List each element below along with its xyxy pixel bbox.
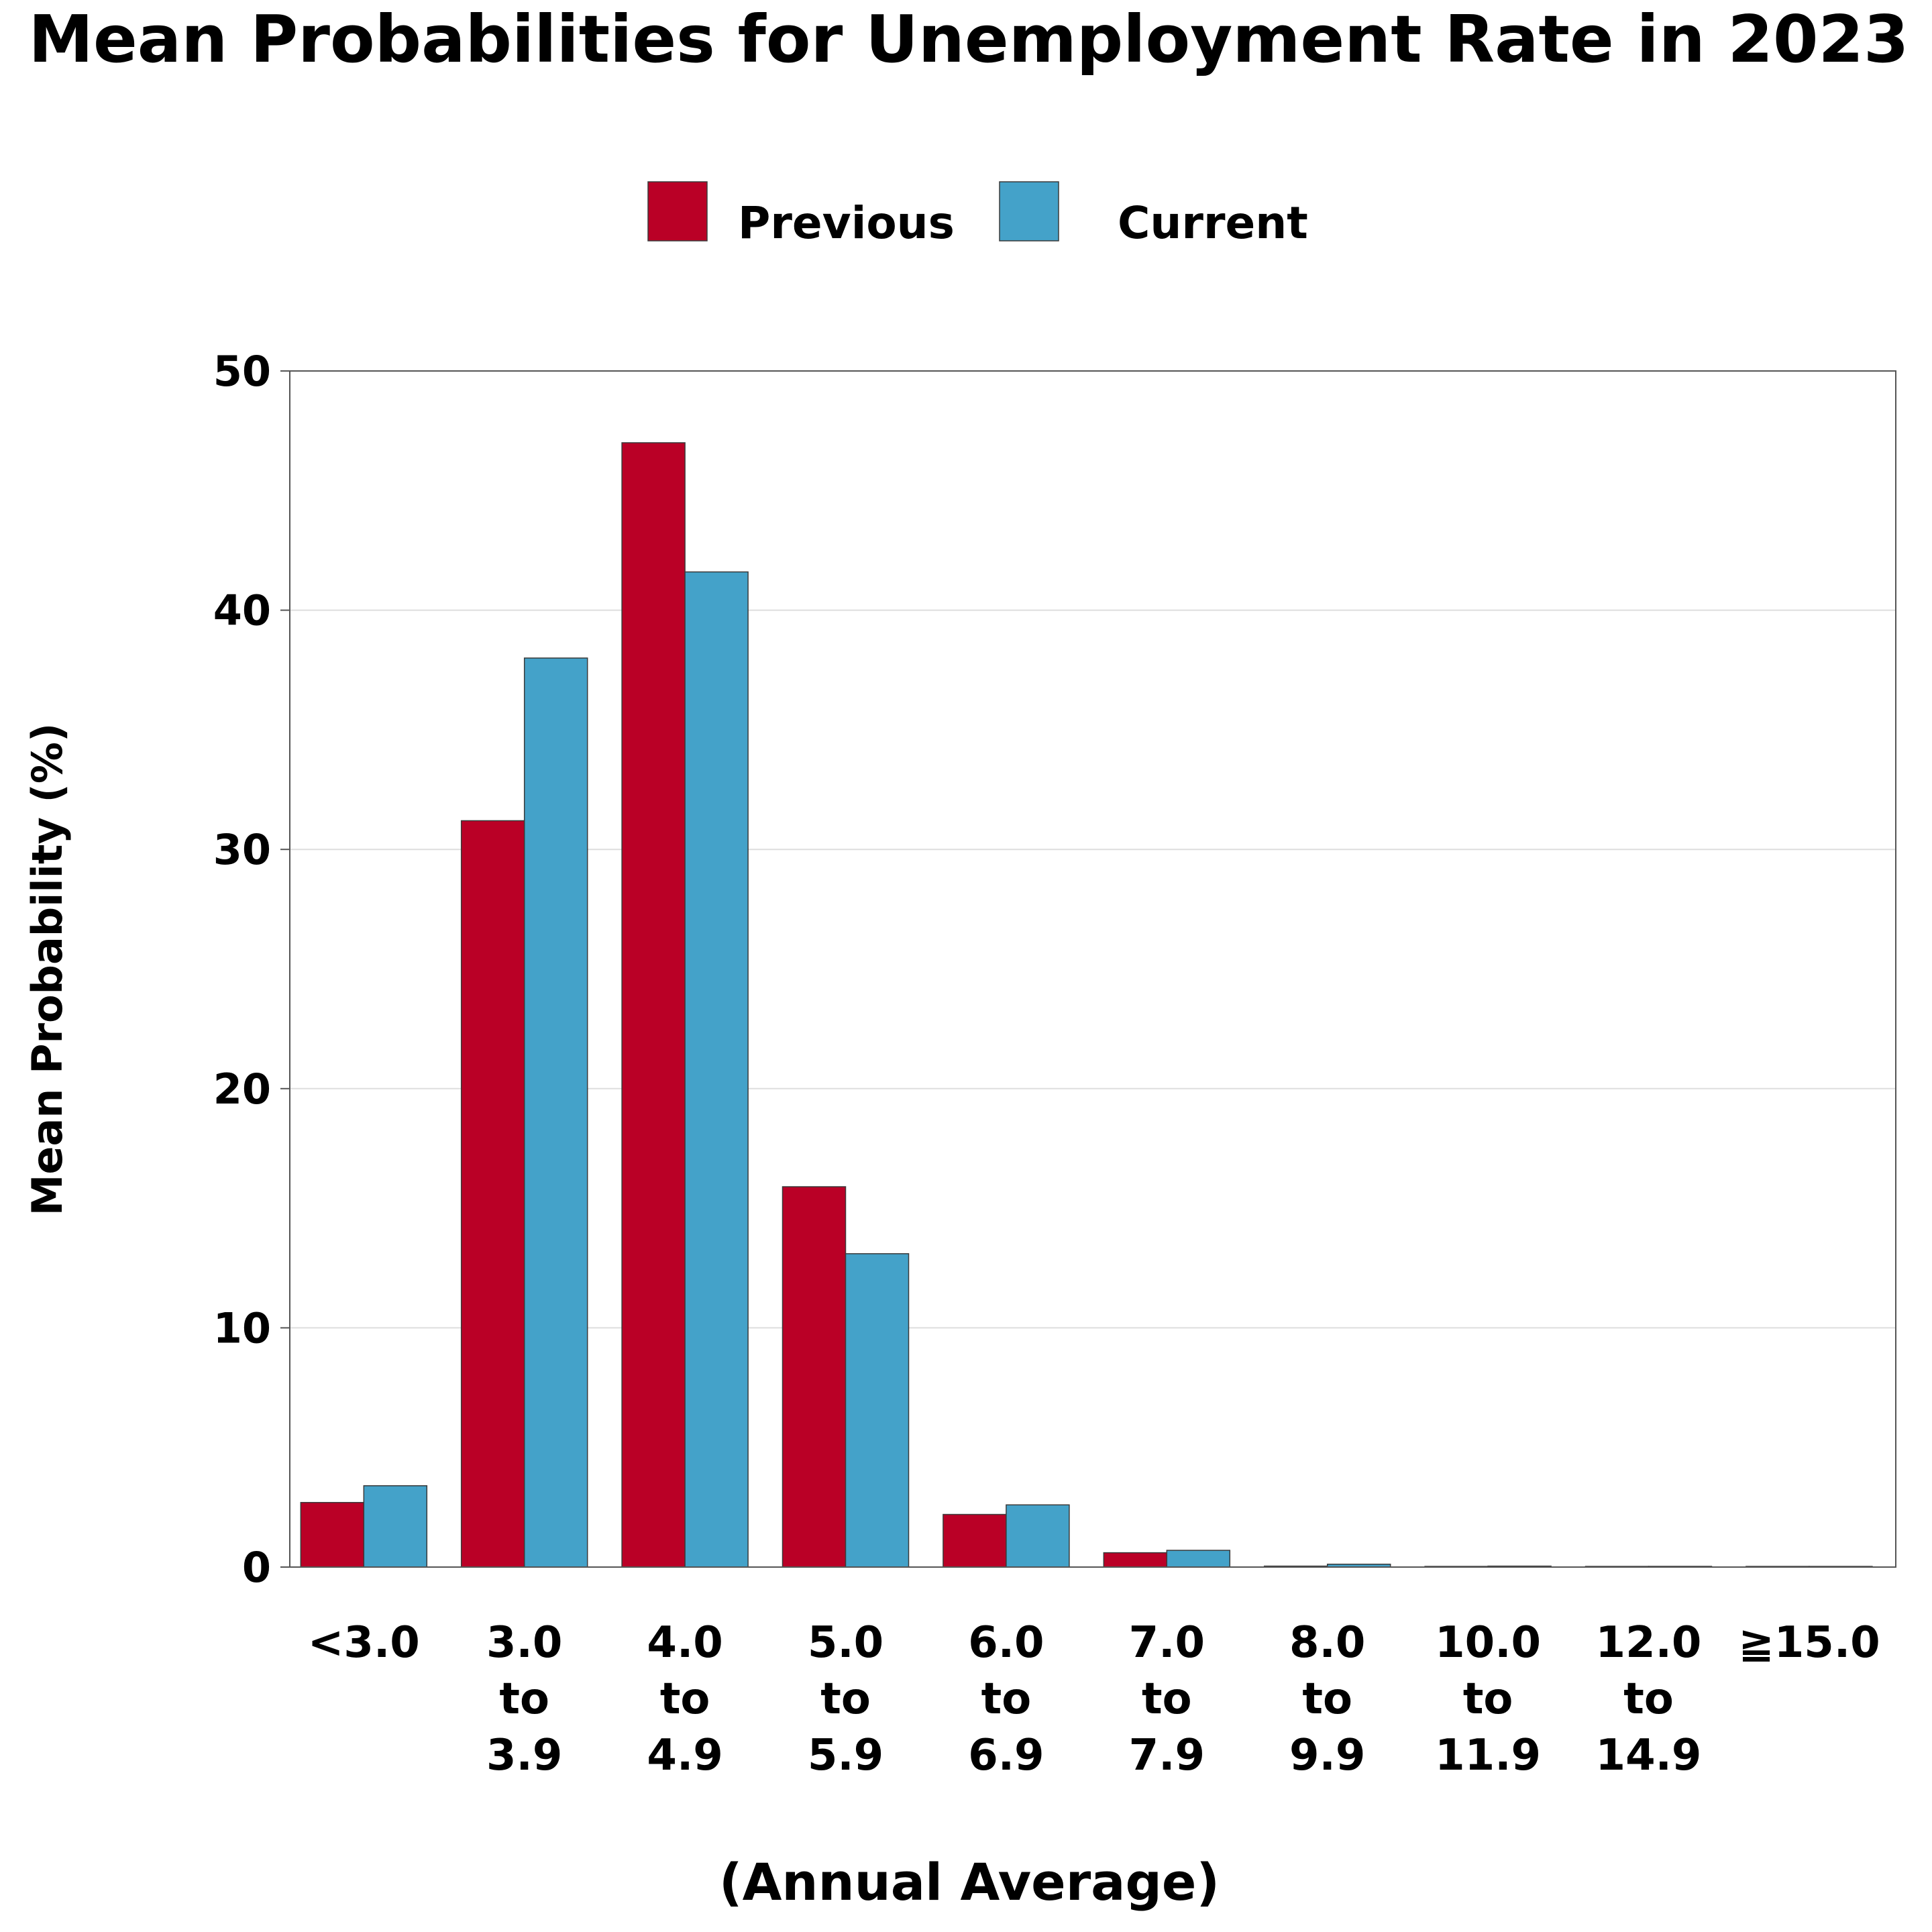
bar-current-5 [1166,1550,1231,1568]
bar-previous-4 [943,1513,1007,1568]
bar-previous-1 [460,820,525,1568]
x-tick-label: 3.0 to 3.9 [486,1618,562,1780]
bar-previous-0 [300,1501,365,1568]
bar-previous-3 [782,1186,847,1568]
x-tick-label: <3.0 [308,1618,420,1668]
x-axis-label: (Annual Average) [719,1852,1220,1912]
x-tick-label: 7.0 to 7.9 [1129,1618,1205,1780]
y-tick-label: 50 [213,347,271,396]
legend-label-previous: Previous [738,197,955,249]
y-axis-ticks: 0 10 20 30 40 50 [213,347,290,1592]
y-tick-label: 0 [242,1543,271,1592]
y-tick-label: 30 [213,825,271,874]
bar-current-2 [684,571,749,1568]
bar-current-1 [523,657,588,1568]
y-axis-label: Mean Probability (%) [23,723,72,1216]
y-tick-label: 10 [213,1303,271,1352]
bar-current-3 [845,1253,910,1568]
x-tick-label: ≧15.0 [1738,1618,1880,1668]
y-tick-label: 20 [213,1065,271,1114]
x-axis-ticks: <3.0 3.0 to 3.9 4.0 to 4.9 5.0 to 5.9 6.0 to 6.9 7.0 t… [308,1618,1880,1780]
y-tick-label: 40 [213,586,271,635]
x-tick-label: 8.0 to 9.9 [1289,1618,1365,1780]
legend-swatch-previous [647,181,708,241]
bar-current-0 [363,1485,428,1568]
x-tick-label: 12.0 to 14.9 [1596,1618,1702,1780]
bar-previous-5 [1103,1552,1168,1568]
x-tick-label: 6.0 to 6.9 [968,1618,1044,1780]
plot-area-frame [289,370,1896,1568]
x-tick-label: 10.0 to 11.9 [1435,1618,1541,1780]
bars [300,442,1873,1568]
x-tick-label: 4.0 to 4.9 [647,1618,722,1780]
legend: Previous Current [647,181,1308,249]
chart-title: Mean Probabilities for Unemployment Rate… [28,1,1909,77]
legend-label-current: Current [1118,197,1308,249]
x-tick-label: 5.0 to 5.9 [808,1618,883,1780]
legend-swatch-current [999,181,1059,241]
bar-previous-2 [621,442,686,1568]
bar-current-4 [1006,1504,1070,1568]
